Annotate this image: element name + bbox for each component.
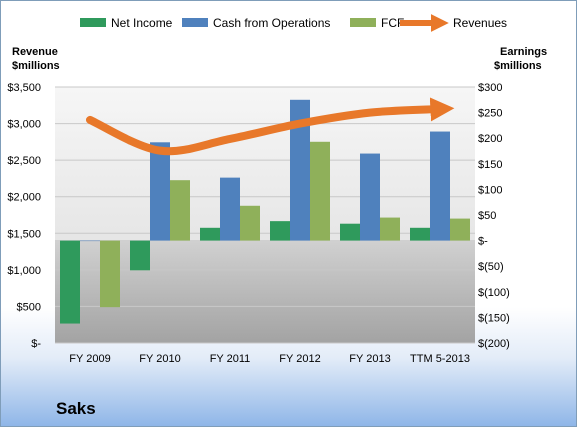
right-tick-label: $(50) <box>478 261 504 273</box>
bar-net-income <box>200 227 220 241</box>
bar-net-income <box>130 240 150 271</box>
chart-title: Saks <box>56 399 96 418</box>
x-tick-label: FY 2012 <box>279 353 320 365</box>
revenue-line-layer <box>86 97 455 156</box>
bar-cash-from-operations <box>150 142 170 241</box>
bar-net-income <box>410 227 430 241</box>
right-tick-label: $- <box>478 236 488 248</box>
x-tick-label: FY 2009 <box>69 353 110 365</box>
legend-swatch <box>182 18 208 27</box>
x-axis: FY 2009 FY 2010 FY 2011 FY 2012 FY 2013 TTM 5… <box>69 353 470 365</box>
right-tick-label: $(200) <box>478 338 510 350</box>
gridlines <box>55 86 475 344</box>
revenue-line <box>86 97 455 156</box>
left-axis: $- $500 $1,000 $1,500 $2,000 $2,500 $3,000 $3,5… <box>7 82 41 350</box>
legend-swatch <box>80 18 106 27</box>
right-axis-title-line1: Earnings <box>500 46 547 58</box>
left-tick-label: $3,500 <box>7 82 41 94</box>
right-tick-label: $50 <box>478 210 496 222</box>
bar-fcf <box>100 240 120 308</box>
left-tick-label: $1,000 <box>7 265 41 277</box>
bar-fcf <box>240 205 260 241</box>
right-tick-label: $150 <box>478 159 502 171</box>
right-tick-label: $250 <box>478 108 502 120</box>
bar-fcf <box>380 217 400 241</box>
bar-fcf <box>450 218 470 241</box>
left-tick-label: $1,500 <box>7 228 41 240</box>
x-tick-label: FY 2010 <box>139 353 180 365</box>
bar-fcf <box>310 141 330 241</box>
right-axis-title-line2: $millions <box>494 60 542 72</box>
right-tick-label: $(150) <box>478 312 510 324</box>
right-tick-label: $(100) <box>478 287 510 299</box>
right-tick-label: $100 <box>478 184 502 196</box>
legend-label: Cash from Operations <box>213 16 330 30</box>
left-tick-label: $2,500 <box>7 155 41 167</box>
bar-net-income <box>60 240 80 324</box>
bar-fcf <box>170 180 190 241</box>
left-tick-label: $- <box>31 338 41 350</box>
bar-cash-from-operations <box>80 240 100 242</box>
bar-cash-from-operations <box>430 131 450 241</box>
legend-label: Revenues <box>453 16 507 30</box>
bars <box>60 99 470 324</box>
x-tick-label: TTM 5-2013 <box>410 353 470 365</box>
left-tick-label: $2,000 <box>7 192 41 204</box>
legend: Net Income Cash from Operations FCF Revenue… <box>80 14 507 32</box>
right-axis: $(200) $(150) $(100) $(50) $- $50 $100 $150 $200… <box>478 82 510 350</box>
right-tick-label: $200 <box>478 133 502 145</box>
legend-swatch <box>350 18 376 27</box>
right-tick-label: $300 <box>478 82 502 94</box>
legend-label: Net Income <box>111 16 173 30</box>
x-tick-label: FY 2011 <box>210 353 251 365</box>
legend-label: FCF <box>381 16 404 30</box>
x-tick-label: FY 2013 <box>349 353 390 365</box>
bar-cash-from-operations <box>220 177 240 241</box>
bar-net-income <box>340 223 360 241</box>
left-tick-label: $3,000 <box>7 119 41 131</box>
left-tick-label: $500 <box>17 301 41 313</box>
bar-net-income <box>270 221 290 241</box>
left-axis-title-line2: $millions <box>12 60 60 72</box>
bar-cash-from-operations <box>290 99 310 241</box>
left-axis-title-line1: Revenue <box>12 46 58 58</box>
bar-cash-from-operations <box>360 153 380 241</box>
